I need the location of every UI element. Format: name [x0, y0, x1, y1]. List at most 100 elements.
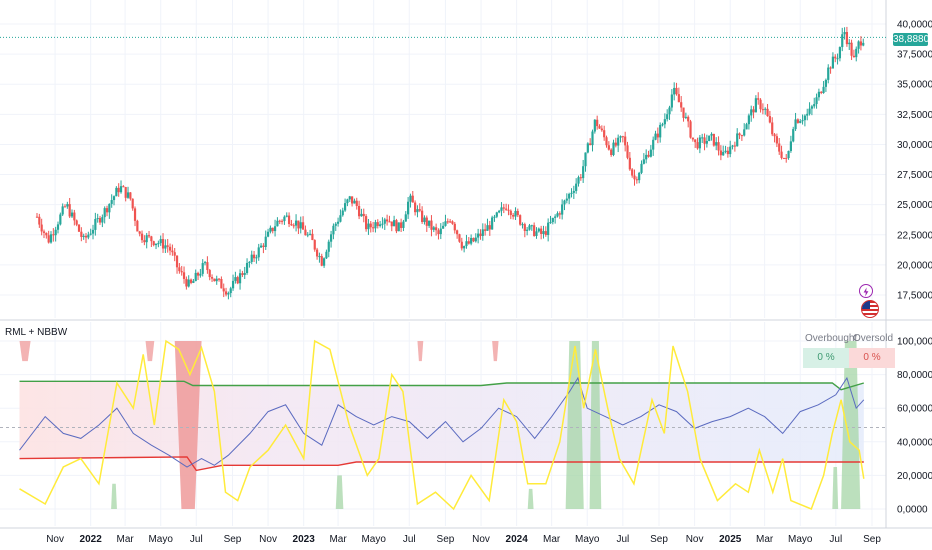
candle-up	[442, 225, 445, 229]
candle-down	[117, 187, 120, 193]
candle-up	[838, 47, 842, 59]
candle-up	[729, 146, 732, 155]
candle-down	[621, 136, 624, 138]
candle-up	[586, 143, 589, 153]
candle-up	[794, 119, 797, 130]
candle-up	[645, 154, 648, 160]
candle-down	[656, 133, 659, 138]
indicator-axis-label: 100,0000	[897, 337, 932, 348]
oversold-spike	[492, 341, 499, 362]
candle-down	[796, 119, 799, 123]
us-flag-icon[interactable]	[861, 300, 879, 318]
candle-up	[325, 251, 328, 259]
overbought-spike	[841, 341, 861, 509]
candle-up	[747, 115, 750, 125]
candle-up	[299, 222, 302, 229]
time-axis-label: Jul	[190, 534, 203, 545]
candle-down	[782, 157, 785, 159]
candle-up	[227, 293, 230, 295]
candle-up	[381, 223, 384, 225]
candle-up	[668, 107, 671, 115]
candle-down	[390, 221, 393, 227]
candle-down	[694, 139, 697, 143]
candle-down	[271, 227, 274, 232]
candle-down	[140, 233, 144, 241]
candle-up	[491, 217, 494, 230]
candle-up	[822, 86, 825, 93]
candle-up	[332, 225, 335, 235]
oversold-spike	[174, 341, 202, 509]
time-axis-label: Jul	[829, 534, 842, 545]
candle-down	[850, 42, 853, 56]
candle-up	[59, 214, 62, 225]
candle-down	[262, 245, 265, 248]
candle-up	[673, 87, 676, 95]
candle-up	[416, 209, 419, 213]
indicator-axis-label: 0,0000	[897, 505, 928, 516]
candle-down	[152, 241, 155, 246]
overbought-value: 0 %	[803, 348, 849, 368]
candle-up	[283, 216, 286, 222]
candle-down	[143, 240, 146, 243]
candle-up	[803, 115, 806, 121]
oscillator-line	[19, 339, 865, 511]
lightning-icon[interactable]	[859, 284, 873, 298]
candle-down	[761, 109, 764, 111]
candle-down	[290, 224, 293, 226]
candle-up	[654, 133, 657, 140]
candle-up	[551, 217, 554, 223]
candle-up	[843, 32, 846, 35]
candle-up	[848, 42, 851, 45]
candle-up	[192, 281, 195, 283]
candle-up	[640, 163, 643, 173]
candle-up	[243, 272, 246, 275]
candle-down	[726, 150, 729, 155]
candle-up	[537, 228, 540, 232]
price-axis-label: 35,0000	[897, 80, 932, 91]
candle-down	[484, 229, 487, 231]
candle-down	[533, 225, 536, 236]
candle-up	[404, 214, 407, 222]
candle-down	[84, 235, 88, 238]
candle-down	[733, 145, 736, 147]
candle-up	[115, 187, 118, 197]
candle-up	[477, 233, 480, 238]
candle-down	[446, 221, 449, 223]
candle-up	[89, 233, 92, 235]
candle-up	[591, 131, 594, 146]
candle-down	[675, 87, 678, 95]
candle-down	[77, 224, 81, 232]
candle-down	[301, 222, 305, 230]
candle-down	[509, 210, 512, 216]
candle-down	[430, 220, 433, 230]
candle-up	[549, 222, 552, 224]
candle-up	[750, 109, 753, 116]
candle-up	[329, 234, 333, 242]
candle-down	[400, 222, 403, 228]
oversold-value: 0 %	[849, 348, 895, 368]
candle-up	[514, 210, 517, 217]
candle-down	[217, 278, 221, 280]
candle-down	[614, 142, 617, 146]
candle-up	[481, 229, 484, 236]
candle-down	[435, 227, 438, 231]
candle-up	[799, 121, 802, 123]
candle-up	[306, 234, 309, 236]
candle-up	[563, 200, 566, 205]
candle-up	[701, 137, 704, 139]
candle-down	[287, 215, 291, 225]
overbought-small-spike	[832, 467, 839, 509]
candle-up	[572, 190, 575, 193]
candle-down	[252, 254, 256, 259]
candle-down	[859, 41, 863, 46]
candle-up	[568, 193, 571, 199]
time-axis-label: Nov	[46, 534, 64, 545]
candle-down	[703, 137, 706, 144]
candle-down	[717, 142, 720, 151]
candle-down	[182, 272, 186, 279]
candle-down	[523, 224, 526, 231]
indicator-title[interactable]: RML + NBBW	[5, 327, 68, 338]
candle-down	[411, 195, 414, 203]
